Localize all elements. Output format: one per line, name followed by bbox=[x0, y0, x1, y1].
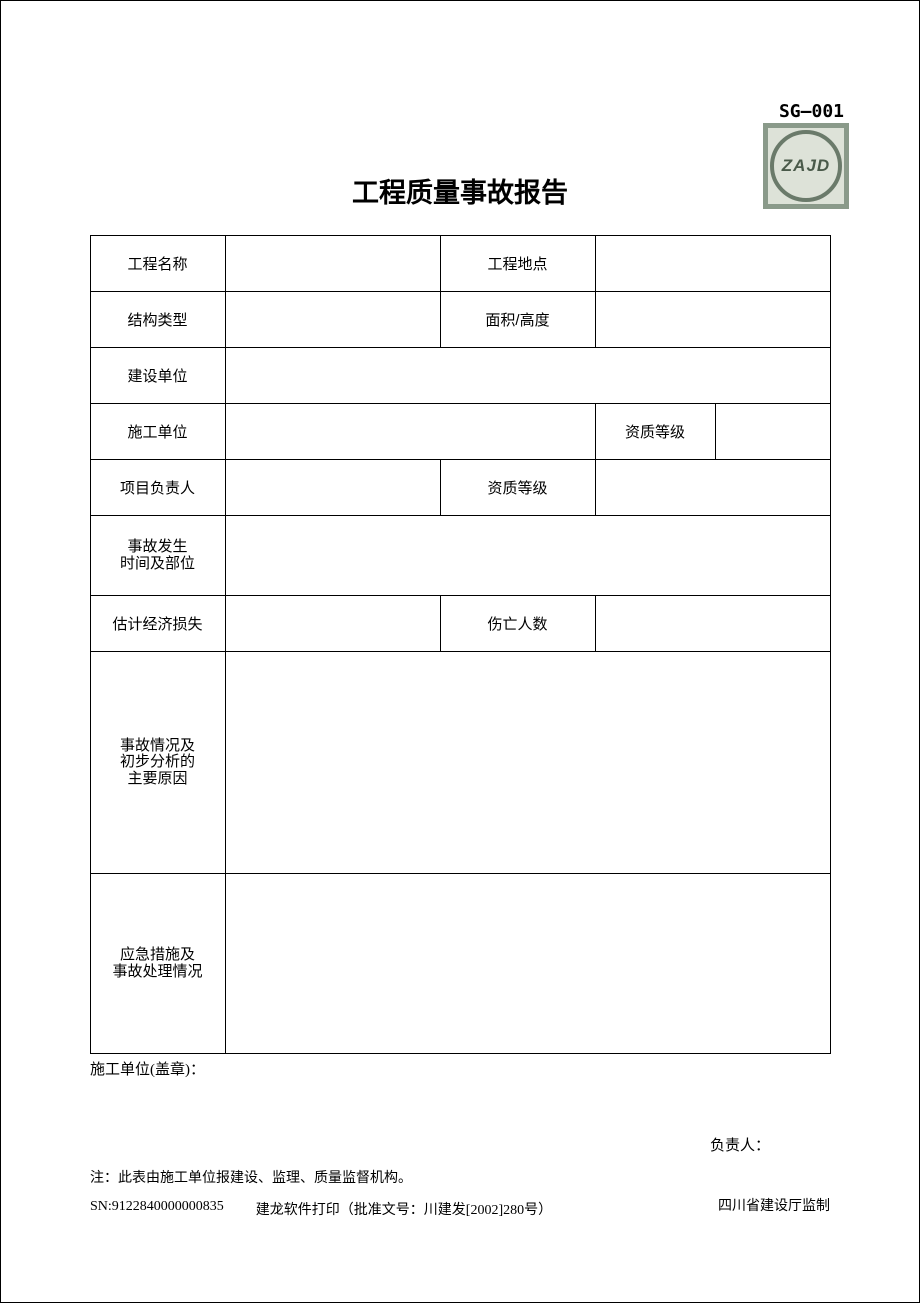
value-contractor-unit bbox=[225, 404, 595, 460]
stamp-line: 施工单位(盖章)： bbox=[90, 1058, 830, 1079]
value-project-name bbox=[225, 236, 440, 292]
value-qualification-2 bbox=[595, 460, 830, 516]
value-construction-unit bbox=[225, 348, 830, 404]
signer-line: 负责人： bbox=[90, 1134, 830, 1155]
table-row: 估计经济损失 伤亡人数 bbox=[90, 596, 830, 652]
label-accident-time-l1: 事故发生 bbox=[95, 539, 221, 556]
label-project-name: 工程名称 bbox=[90, 236, 225, 292]
label-emergency-measures: 应急措施及 事故处理情况 bbox=[90, 874, 225, 1054]
print-info: 建龙软件打印（批准文号：川建发[2002]280号） bbox=[256, 1199, 552, 1219]
table-row: 建设单位 bbox=[90, 348, 830, 404]
table-row: 事故发生 时间及部位 bbox=[90, 516, 830, 596]
label-accident-analysis-l2: 初步分析的 bbox=[95, 754, 221, 771]
stamp-icon: ZAJD bbox=[770, 130, 842, 202]
form-table: 工程名称 工程地点 结构类型 面积/高度 建设单位 施工单位 资质等级 项目负责… bbox=[90, 235, 831, 1054]
label-project-manager: 项目负责人 bbox=[90, 460, 225, 516]
table-row: 工程名称 工程地点 bbox=[90, 236, 830, 292]
value-economic-loss bbox=[225, 596, 440, 652]
footer: SN:9122840000000835 建龙软件打印（批准文号：川建发[2002… bbox=[90, 1195, 830, 1219]
label-accident-time: 事故发生 时间及部位 bbox=[90, 516, 225, 596]
stamp-box: ZAJD bbox=[763, 123, 849, 209]
table-row: 项目负责人 资质等级 bbox=[90, 460, 830, 516]
table-row: 事故情况及 初步分析的 主要原因 bbox=[90, 652, 830, 874]
label-construction-unit: 建设单位 bbox=[90, 348, 225, 404]
value-accident-time bbox=[225, 516, 830, 596]
table-row: 施工单位 资质等级 bbox=[90, 404, 830, 460]
footer-left: SN:9122840000000835 建龙软件打印（批准文号：川建发[2002… bbox=[90, 1199, 552, 1219]
serial-number: SN:9122840000000835 bbox=[90, 1199, 224, 1219]
value-emergency-measures bbox=[225, 874, 830, 1054]
value-area-height bbox=[595, 292, 830, 348]
form-code: SG—001 bbox=[779, 101, 844, 122]
value-structure-type bbox=[225, 292, 440, 348]
label-accident-time-l2: 时间及部位 bbox=[95, 556, 221, 573]
label-emergency-measures-l1: 应急措施及 bbox=[95, 947, 221, 964]
label-project-location: 工程地点 bbox=[440, 236, 595, 292]
value-project-manager bbox=[225, 460, 440, 516]
label-qualification-2: 资质等级 bbox=[440, 460, 595, 516]
label-emergency-measures-l2: 事故处理情况 bbox=[95, 964, 221, 981]
label-accident-analysis-l3: 主要原因 bbox=[95, 771, 221, 788]
note-line: 注：此表由施工单位报建设、监理、质量监督机构。 bbox=[90, 1167, 830, 1187]
label-casualties: 伤亡人数 bbox=[440, 596, 595, 652]
value-accident-analysis bbox=[225, 652, 830, 874]
label-contractor-unit: 施工单位 bbox=[90, 404, 225, 460]
value-project-location bbox=[595, 236, 830, 292]
page-title: 工程质量事故报告 bbox=[61, 171, 859, 210]
footer-right: 四川省建设厅监制 bbox=[718, 1195, 830, 1215]
label-qualification-1: 资质等级 bbox=[595, 404, 715, 460]
table-row: 结构类型 面积/高度 bbox=[90, 292, 830, 348]
label-structure-type: 结构类型 bbox=[90, 292, 225, 348]
page-frame: SG—001 ZAJD 工程质量事故报告 工程名称 工程地点 结构类型 面积/高… bbox=[0, 0, 920, 1303]
label-economic-loss: 估计经济损失 bbox=[90, 596, 225, 652]
label-area-height: 面积/高度 bbox=[440, 292, 595, 348]
label-accident-analysis: 事故情况及 初步分析的 主要原因 bbox=[90, 652, 225, 874]
label-accident-analysis-l1: 事故情况及 bbox=[95, 738, 221, 755]
value-qualification-1 bbox=[715, 404, 830, 460]
value-casualties bbox=[595, 596, 830, 652]
table-row: 应急措施及 事故处理情况 bbox=[90, 874, 830, 1054]
